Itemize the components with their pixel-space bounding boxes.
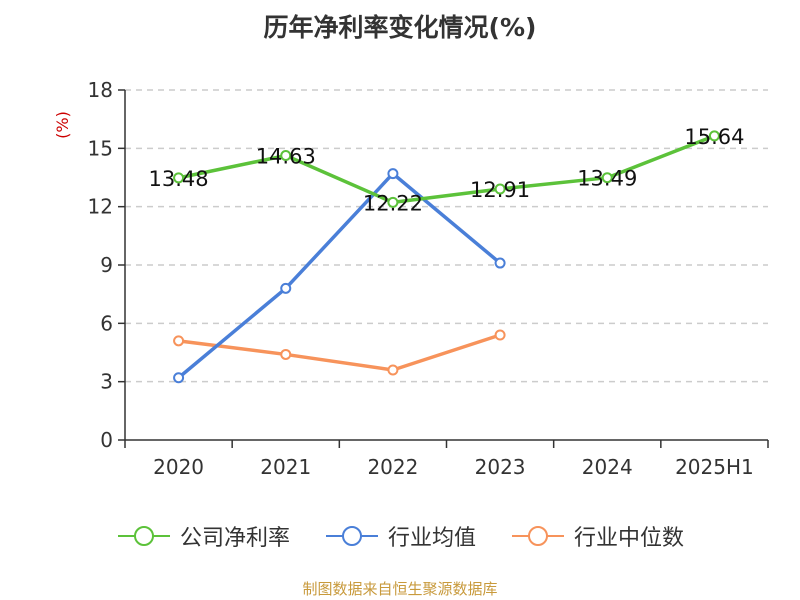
data-point — [280, 348, 292, 360]
y-tick-label: 9 — [100, 253, 113, 277]
source-note: 制图数据来自恒生聚源数据库 — [302, 580, 498, 598]
legend-label: 公司净利率 — [179, 526, 290, 551]
y-tick-label: 6 — [100, 311, 113, 335]
series-line — [177, 171, 502, 380]
x-tick-label: 2023 — [475, 455, 526, 479]
legend: 公司净利率 行业均值 行业中位数 — [0, 520, 800, 552]
data-label: 12.22 — [363, 191, 423, 215]
chart-title: 历年净利率变化情况(%) — [263, 13, 537, 42]
legend-label: 行业中位数 — [574, 526, 685, 551]
data-point — [387, 168, 399, 180]
legend-label: 行业均值 — [387, 526, 476, 551]
legend-marker — [325, 526, 378, 546]
data-point — [601, 172, 613, 184]
y-tick-label: 3 — [100, 370, 113, 394]
data-point — [494, 257, 506, 269]
data-label: 14.63 — [256, 145, 316, 169]
data-point — [494, 183, 506, 195]
data-point — [280, 150, 292, 162]
data-point — [173, 372, 185, 384]
data-point — [173, 172, 185, 184]
x-tick-label: 2025H1 — [675, 455, 754, 479]
data-label: 13.48 — [149, 167, 209, 191]
legend-marker — [117, 526, 170, 546]
y-tick-label: 15 — [88, 136, 113, 160]
data-label: 13.49 — [577, 167, 637, 191]
data-point — [708, 130, 720, 142]
data-point — [494, 329, 506, 341]
legend-item: 行业均值 — [324, 520, 476, 552]
x-tick-label: 2022 — [367, 455, 418, 479]
series-line — [178, 333, 501, 372]
legend-item: 公司净利率 — [116, 520, 290, 552]
legend-item: 行业中位数 — [510, 520, 684, 552]
y-axis-label: (%) — [53, 111, 72, 139]
data-point — [280, 282, 292, 294]
legend-circle — [528, 526, 548, 546]
series-line — [178, 134, 716, 205]
legend-circle — [341, 526, 362, 546]
data-point — [173, 335, 185, 347]
data-point — [387, 196, 399, 208]
data-label: 12.91 — [470, 178, 530, 202]
data-point — [387, 364, 399, 376]
x-tick-label: 2024 — [582, 455, 633, 479]
legend-circle — [133, 526, 154, 546]
x-tick-label: 2021 — [260, 455, 311, 479]
data-label: 15.64 — [684, 125, 744, 149]
y-tick-label: 0 — [100, 428, 113, 452]
y-tick-label: 12 — [88, 195, 113, 219]
legend-marker — [512, 526, 564, 546]
y-tick-label: 18 — [88, 78, 113, 102]
x-tick-label: 2020 — [153, 455, 204, 479]
